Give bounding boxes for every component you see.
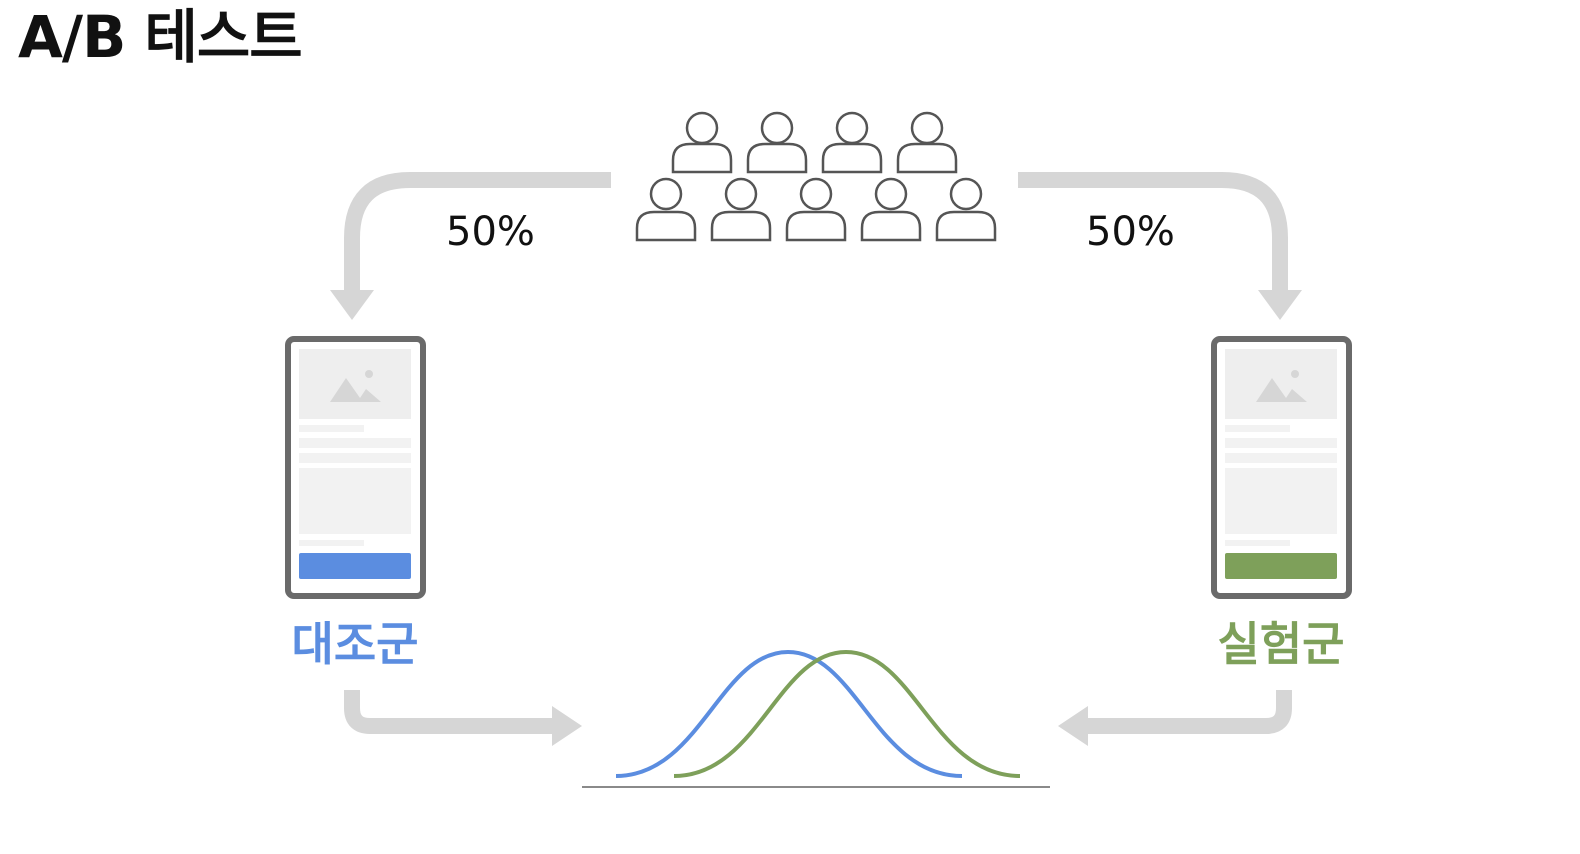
person-icon bbox=[821, 111, 883, 174]
arrow-treatment-to-result bbox=[1058, 690, 1292, 746]
arrow-control-to-result bbox=[344, 690, 582, 746]
person-icon bbox=[860, 177, 922, 242]
page-title: A/B 테스트 bbox=[18, 3, 303, 71]
control-distribution-curve bbox=[615, 649, 963, 778]
split-label-left: 50% bbox=[446, 209, 535, 255]
image-placeholder-icon bbox=[1256, 370, 1307, 402]
population-group bbox=[635, 111, 997, 242]
person-icon bbox=[746, 111, 808, 174]
control-phone bbox=[285, 336, 426, 599]
treatment-cta-button bbox=[1225, 553, 1337, 579]
control-cta-button bbox=[299, 553, 411, 579]
arrow-to-control bbox=[330, 172, 611, 320]
arrow-to-treatment bbox=[1018, 172, 1302, 320]
control-group-label: 대조군 bbox=[291, 617, 419, 671]
person-icon bbox=[671, 111, 733, 174]
person-icon bbox=[710, 177, 772, 242]
treatment-group-label: 실험군 bbox=[1217, 617, 1345, 671]
person-icon bbox=[935, 177, 997, 242]
distribution-comparison bbox=[582, 649, 1050, 788]
person-icon bbox=[635, 177, 697, 242]
image-placeholder-icon bbox=[330, 370, 381, 402]
person-icon bbox=[896, 111, 958, 174]
treatment-distribution-curve bbox=[673, 649, 1021, 778]
person-icon bbox=[785, 177, 847, 242]
split-label-right: 50% bbox=[1086, 209, 1175, 255]
treatment-phone bbox=[1211, 336, 1352, 599]
